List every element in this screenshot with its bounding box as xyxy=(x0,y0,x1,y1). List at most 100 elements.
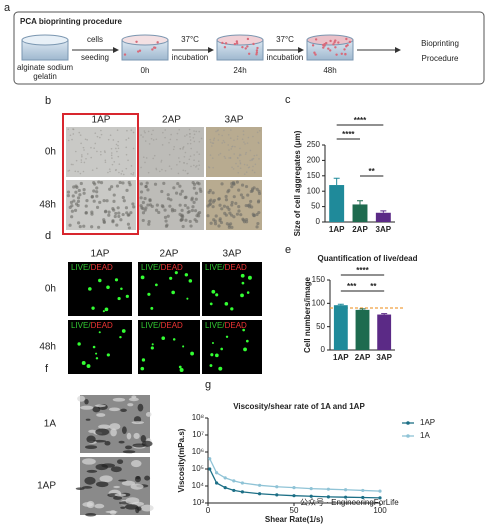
cell-dot xyxy=(179,368,184,372)
chart-title: Quantification of live/dead xyxy=(317,254,417,263)
texture xyxy=(80,154,83,156)
step-text: cells xyxy=(87,35,103,44)
texture xyxy=(160,159,163,162)
texture xyxy=(178,157,180,159)
pore xyxy=(118,479,127,482)
step-text: gelatin xyxy=(33,72,57,81)
texture xyxy=(211,157,214,159)
texture xyxy=(234,145,236,148)
bar xyxy=(329,185,345,222)
texture xyxy=(113,214,117,219)
cell-dot xyxy=(210,353,214,357)
panel-label: g xyxy=(205,379,211,391)
pore xyxy=(82,486,93,489)
texture xyxy=(213,222,218,226)
texture xyxy=(164,169,167,172)
texture xyxy=(192,186,196,190)
texture xyxy=(217,154,220,156)
texture xyxy=(178,192,183,196)
texture xyxy=(257,142,260,144)
texture xyxy=(221,134,223,137)
texture xyxy=(174,191,179,195)
y-tick-label: 150 xyxy=(307,171,321,180)
texture xyxy=(222,139,225,142)
texture xyxy=(192,200,196,204)
texture xyxy=(169,198,173,202)
texture xyxy=(97,225,101,229)
texture xyxy=(141,218,145,223)
texture xyxy=(110,152,113,154)
texture xyxy=(70,163,73,166)
cell-dot xyxy=(98,331,101,334)
y-tick-label: 250 xyxy=(307,140,321,149)
panel-label: a xyxy=(4,2,11,14)
texture xyxy=(188,219,192,224)
cell-dot xyxy=(209,364,213,367)
point xyxy=(275,493,279,497)
texture xyxy=(143,130,146,132)
texture xyxy=(126,129,128,132)
texture xyxy=(155,203,159,207)
texture xyxy=(193,209,198,213)
cell xyxy=(335,53,338,56)
point xyxy=(309,487,313,491)
texture xyxy=(230,129,232,131)
pore xyxy=(134,476,141,483)
texture xyxy=(244,203,248,208)
highlight-box xyxy=(62,113,139,235)
series-line xyxy=(209,468,381,499)
cell-dot xyxy=(81,361,86,365)
stain-dead: DEAD xyxy=(225,263,247,272)
texture xyxy=(107,213,111,217)
texture xyxy=(81,155,83,158)
texture xyxy=(224,194,228,199)
significance-label: ** xyxy=(369,167,376,176)
texture xyxy=(187,142,189,145)
error-bar xyxy=(359,308,366,310)
fluorescence-image xyxy=(68,320,132,374)
texture xyxy=(252,135,254,138)
texture xyxy=(251,169,254,172)
texture xyxy=(182,169,185,172)
pore xyxy=(84,399,89,405)
texture xyxy=(197,168,200,170)
texture xyxy=(71,194,75,198)
cell-dot xyxy=(102,310,105,313)
texture xyxy=(91,169,94,171)
texture xyxy=(100,133,103,136)
texture xyxy=(127,137,130,139)
pore xyxy=(108,407,121,412)
texture xyxy=(78,224,82,229)
texture xyxy=(157,210,161,215)
pore xyxy=(140,504,154,512)
pore xyxy=(95,428,110,436)
point xyxy=(326,495,330,499)
texture xyxy=(73,208,78,212)
cell xyxy=(246,37,250,41)
texture xyxy=(85,199,89,203)
cell xyxy=(313,51,316,54)
texture xyxy=(84,204,88,208)
y-axis-label: Viscosity(mPa.s) xyxy=(177,428,186,492)
cell xyxy=(327,47,330,50)
texture xyxy=(125,146,128,149)
texture xyxy=(197,160,200,162)
texture xyxy=(176,163,178,166)
cell-dot xyxy=(95,352,98,355)
cell-dot xyxy=(211,341,214,344)
pore xyxy=(113,485,121,489)
texture xyxy=(236,138,239,140)
cell-dot xyxy=(225,335,229,338)
step-text: 37°C xyxy=(276,35,294,44)
bar xyxy=(355,309,370,350)
texture xyxy=(76,196,81,200)
texture xyxy=(252,165,254,168)
cell xyxy=(344,53,347,56)
pore xyxy=(84,476,96,485)
pore xyxy=(77,395,86,402)
texture xyxy=(209,154,212,156)
texture xyxy=(184,151,187,154)
cell xyxy=(314,53,317,56)
texture xyxy=(90,225,94,229)
